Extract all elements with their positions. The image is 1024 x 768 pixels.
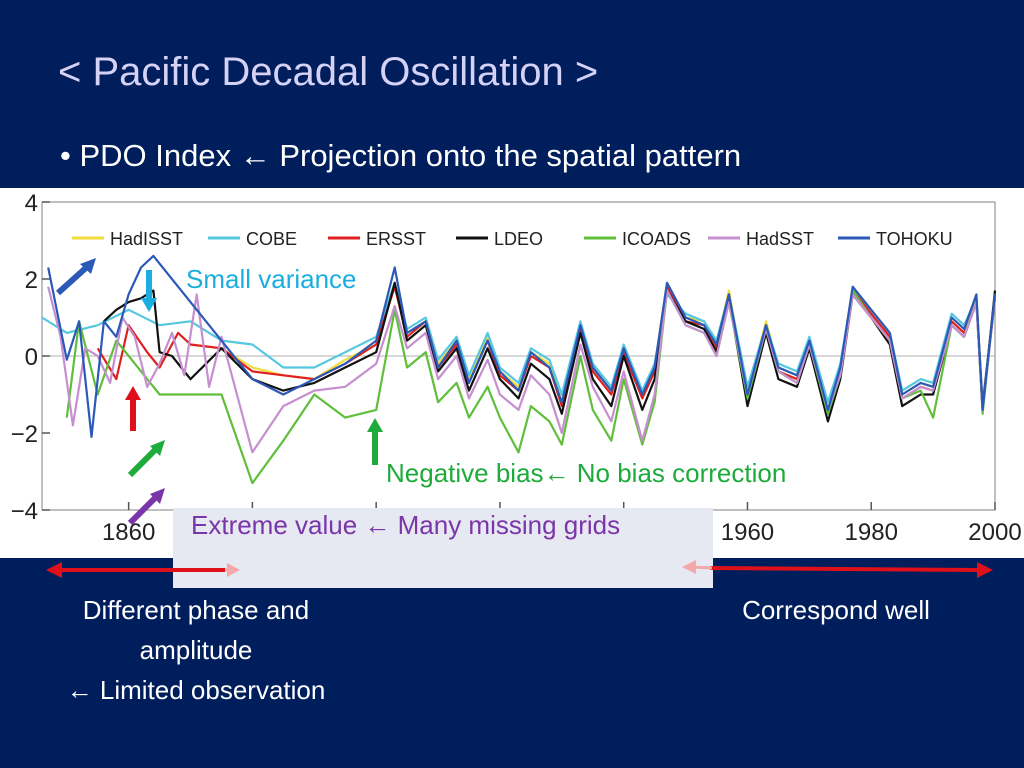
y-tick-label: −2 <box>11 421 38 448</box>
series-line-tohoku <box>47 254 997 438</box>
left-caption-line3: ← Limited observation <box>66 675 326 705</box>
left-caption-line2: amplitude <box>139 635 253 665</box>
right-caption: Correspond well <box>742 595 930 625</box>
x-tick-label: 1980 <box>845 519 898 546</box>
legend-label: ICOADS <box>622 229 691 249</box>
x-tick-label: 1860 <box>102 519 155 546</box>
cyan-arrow <box>141 270 157 312</box>
x-tick-label: 1960 <box>721 519 774 546</box>
left-range-arrow <box>46 562 240 578</box>
right-range-arrow <box>682 560 993 578</box>
legend-label: HadISST <box>110 229 183 249</box>
y-tick-label: 0 <box>25 344 38 371</box>
legend-label: COBE <box>246 229 297 249</box>
legend-label: LDEO <box>494 229 543 249</box>
blue-arrow <box>55 258 96 296</box>
legend-label: HadSST <box>746 229 814 249</box>
left-caption: Different phase and amplitude ← Limited … <box>40 590 352 710</box>
y-tick-label: 4 <box>25 190 38 217</box>
red-arrow <box>125 386 141 431</box>
legend-label: TOHOKU <box>876 229 953 249</box>
chart-background <box>0 188 1024 558</box>
series-line-hadsst <box>47 286 997 454</box>
negative-bias-label: Negative bias← No bias correction <box>386 458 786 488</box>
green-arrow-left <box>127 440 165 478</box>
pdo-chart: 420−2−4 18601880190019201940196019802000… <box>0 188 1024 588</box>
legend: HadISST COBE ERSST LDEO ICOADS HadSST TOHOKU <box>72 229 953 249</box>
small-variance-label: Small variance <box>186 264 357 294</box>
green-arrow-up <box>367 418 383 465</box>
legend-label: ERSST <box>366 229 426 249</box>
y-tick-label: −4 <box>11 498 38 525</box>
left-caption-line1: Different phase and <box>82 595 310 625</box>
extreme-value-label: Extreme value ← Many missing grids <box>191 510 620 540</box>
purple-arrow <box>127 488 165 526</box>
series-layer <box>41 254 997 485</box>
bullet-text: • PDO Index ← Projection onto the spatia… <box>60 138 742 173</box>
y-tick-label: 2 <box>25 267 38 294</box>
y-axis: 4 2 0 −2 −4 <box>11 190 50 525</box>
overlay-box <box>173 508 713 588</box>
slide-title: < Pacific Decadal Oscillation > <box>58 50 599 94</box>
x-tick-label: 2000 <box>968 519 1021 546</box>
series-line-ersst <box>96 285 997 415</box>
